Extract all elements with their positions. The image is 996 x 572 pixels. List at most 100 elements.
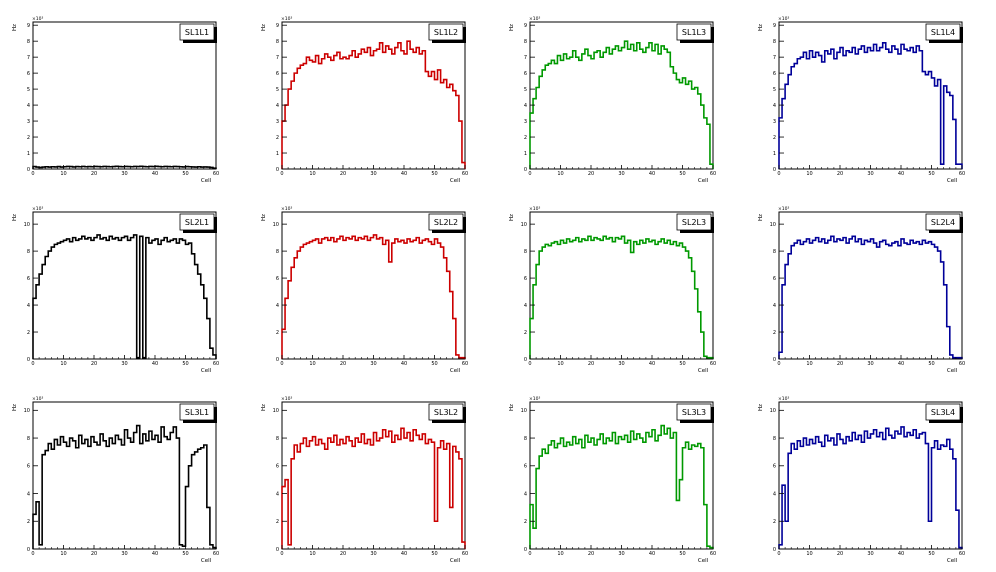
- y-tick-label: 2: [773, 330, 776, 336]
- y-tick-label: 8: [27, 39, 30, 45]
- plot-frame: [778, 401, 963, 550]
- y-tick-label: 9: [276, 23, 279, 29]
- y-tick-label: 2: [27, 519, 30, 525]
- y-tick-label: 0: [276, 547, 279, 553]
- label-box: [179, 213, 215, 231]
- y-tick-label: 0: [276, 167, 279, 173]
- x-tick-label: 20: [588, 171, 594, 177]
- y-tick-label: 2: [276, 135, 279, 141]
- x-tick-label: 40: [649, 551, 655, 557]
- x-axis-label: Cell: [450, 178, 461, 184]
- y-exponent: ×10³: [778, 16, 789, 22]
- x-tick-label: 50: [431, 171, 437, 177]
- x-tick-label: 10: [557, 361, 563, 367]
- y-tick-label: 10: [770, 222, 776, 228]
- x-tick-label: 0: [777, 171, 780, 177]
- x-tick-label: 10: [309, 361, 315, 367]
- x-tick-label: 40: [401, 361, 407, 367]
- histogram-sl2l4: 0 10 20 30 40 50 60 0 2 4 6 8 10 Cell Hz ×10³ SL2L4: [758, 206, 965, 374]
- x-tick-label: 10: [60, 551, 66, 557]
- y-tick-label: 4: [524, 103, 527, 109]
- y-tick-label: 6: [773, 276, 776, 282]
- y-tick-label: 5: [773, 87, 776, 93]
- y-tick-label: 5: [27, 87, 30, 93]
- histogram-line: [281, 427, 466, 549]
- histogram-label: SL2L1: [185, 218, 209, 227]
- y-tick-label: 4: [524, 303, 527, 309]
- x-tick-label: 40: [649, 361, 655, 367]
- y-tick-label: 6: [27, 464, 30, 470]
- plot-frame: [529, 211, 714, 360]
- y-axis-label: Hz: [509, 24, 515, 31]
- y-tick-label: 10: [24, 408, 30, 414]
- label-box: [179, 403, 215, 421]
- x-tick-label: 40: [152, 361, 158, 367]
- plot-frame: [281, 21, 466, 170]
- y-tick-label: 2: [773, 519, 776, 525]
- x-tick-label: 30: [370, 171, 376, 177]
- y-exponent: ×10³: [32, 396, 43, 402]
- y-tick-label: 6: [276, 71, 279, 77]
- x-tick-label: 50: [928, 361, 934, 367]
- y-tick-label: 0: [524, 547, 527, 553]
- label-box: [676, 403, 712, 421]
- y-tick-label: 4: [27, 491, 30, 497]
- histogram-label: SL2L3: [682, 218, 706, 227]
- y-axis-label: Hz: [758, 404, 764, 411]
- y-tick-label: 10: [24, 222, 30, 228]
- x-tick-label: 10: [806, 361, 812, 367]
- x-tick-label: 60: [462, 551, 468, 557]
- histogram-sl3l3: 0 10 20 30 40 50 60 0 2 4 6 8 10 Cell Hz ×10³ SL3L3: [509, 396, 716, 564]
- y-exponent: ×10³: [281, 206, 292, 212]
- label-box: [925, 213, 961, 231]
- x-tick-label: 0: [31, 551, 34, 557]
- x-tick-label: 30: [370, 361, 376, 367]
- x-tick-label: 40: [649, 171, 655, 177]
- y-tick-label: 6: [524, 464, 527, 470]
- x-tick-label: 50: [679, 361, 685, 367]
- y-tick-label: 0: [773, 357, 776, 363]
- histogram-line: [281, 234, 466, 359]
- y-axis-label: Hz: [509, 214, 515, 221]
- y-axis-label: Hz: [758, 214, 764, 221]
- y-tick-label: 6: [27, 71, 30, 77]
- histogram-sl1l1: 0 10 20 30 40 50 60 0 1 2 3 4 5 6 7 8 9 Cell Hz ×10³ SL1L1: [12, 16, 219, 184]
- x-tick-label: 20: [91, 171, 97, 177]
- histogram-sl3l4: 0 10 20 30 40 50 60 0 2 4 6 8 10 Cell Hz ×10³ SL3L4: [758, 396, 965, 564]
- y-tick-label: 10: [273, 222, 279, 228]
- y-tick-label: 6: [524, 71, 527, 77]
- histogram-line: [529, 40, 714, 169]
- histogram-label: SL3L2: [434, 408, 458, 417]
- y-tick-label: 0: [276, 357, 279, 363]
- x-tick-label: 60: [213, 171, 219, 177]
- x-axis-label: Cell: [201, 368, 212, 374]
- y-tick-label: 9: [27, 23, 30, 29]
- histogram-label: SL1L3: [682, 28, 706, 37]
- x-tick-label: 10: [60, 171, 66, 177]
- y-tick-label: 0: [524, 357, 527, 363]
- y-axis-label: Hz: [509, 404, 515, 411]
- plot-frame: [529, 401, 714, 550]
- histogram-line: [778, 41, 963, 169]
- x-tick-label: 40: [152, 171, 158, 177]
- y-tick-label: 7: [27, 55, 30, 61]
- y-tick-label: 0: [773, 167, 776, 173]
- x-tick-label: 60: [213, 361, 219, 367]
- y-tick-label: 0: [27, 167, 30, 173]
- x-tick-label: 10: [60, 361, 66, 367]
- histogram-sl3l1: 0 10 20 30 40 50 60 0 2 4 6 8 10 Cell Hz ×10³ SL3L1: [12, 396, 219, 564]
- y-tick-label: 4: [276, 103, 279, 109]
- histogram-line: [529, 235, 714, 359]
- y-tick-label: 8: [276, 249, 279, 255]
- y-tick-label: 4: [27, 103, 30, 109]
- x-tick-label: 60: [959, 361, 965, 367]
- y-tick-label: 2: [524, 519, 527, 525]
- y-tick-label: 4: [276, 303, 279, 309]
- x-tick-label: 0: [31, 171, 34, 177]
- x-tick-label: 0: [31, 361, 34, 367]
- y-tick-label: 1: [524, 151, 527, 157]
- y-tick-label: 6: [773, 71, 776, 77]
- histogram-line: [778, 426, 963, 549]
- x-tick-label: 60: [710, 171, 716, 177]
